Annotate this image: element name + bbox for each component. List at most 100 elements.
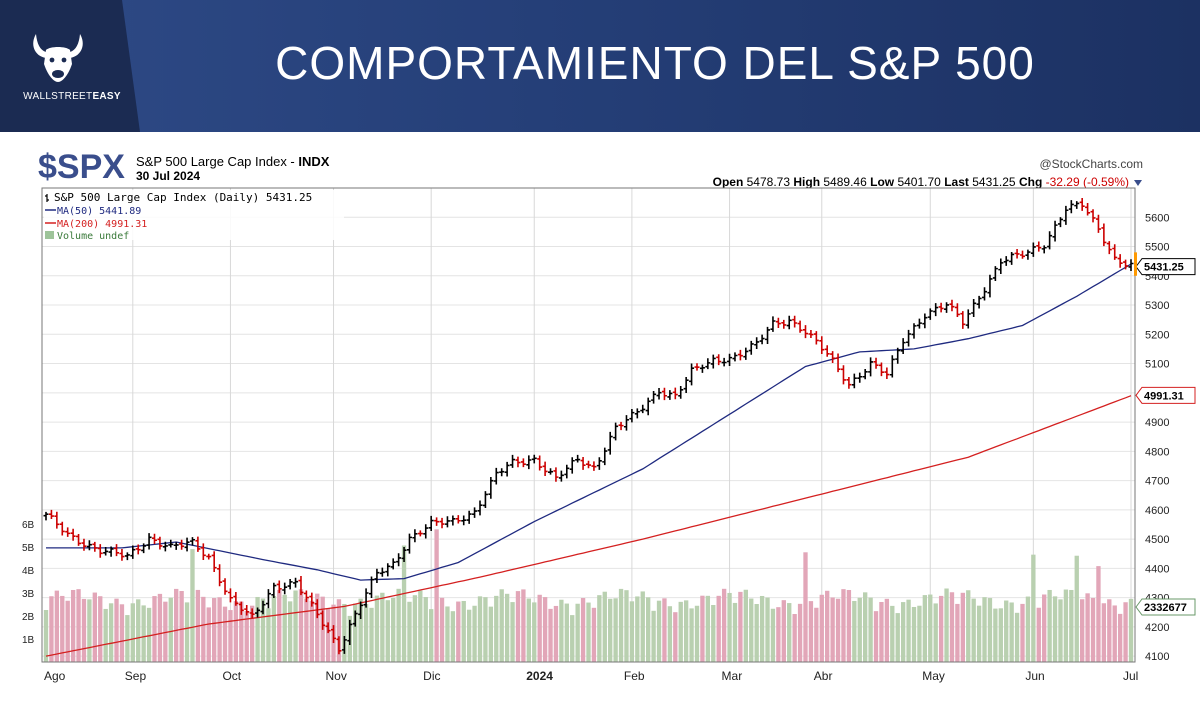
volume-bar bbox=[233, 601, 239, 662]
price-bar bbox=[992, 266, 998, 281]
price-bar bbox=[303, 590, 309, 603]
volume-bar bbox=[749, 598, 754, 662]
price-bar bbox=[510, 454, 516, 468]
price-bar bbox=[336, 636, 342, 655]
price-bar bbox=[857, 372, 863, 383]
y-tick-label: 5600 bbox=[1145, 212, 1169, 224]
page-title: COMPORTAMIENTO DEL S&P 500 bbox=[275, 37, 1035, 89]
symbol-ticker: $SPX bbox=[38, 148, 125, 186]
ma200-value-tag-label: 4991.31 bbox=[1144, 390, 1184, 402]
volume-bar bbox=[895, 613, 900, 662]
volume-bar bbox=[580, 598, 586, 662]
price-bar bbox=[1090, 209, 1096, 223]
volume-bar bbox=[1047, 589, 1052, 662]
price-bar bbox=[141, 543, 147, 554]
volume-bar bbox=[575, 603, 580, 662]
price-bar bbox=[602, 447, 608, 466]
price-bar bbox=[179, 539, 185, 550]
price-bar bbox=[184, 537, 190, 552]
price-bar bbox=[900, 338, 906, 355]
volume-bar bbox=[136, 599, 141, 662]
price-bar bbox=[450, 515, 456, 526]
volume-bar bbox=[944, 588, 949, 662]
volume-bar bbox=[92, 592, 97, 662]
y-tick-label: 4500 bbox=[1145, 534, 1169, 546]
price-bar bbox=[938, 302, 944, 313]
price-bar bbox=[211, 551, 217, 573]
price-bar bbox=[48, 509, 54, 520]
volume-bar bbox=[412, 595, 418, 662]
volume-bar bbox=[846, 590, 852, 662]
volume-bar bbox=[998, 608, 1003, 662]
price-bar bbox=[423, 524, 429, 539]
price-bar bbox=[542, 461, 548, 477]
price-bar bbox=[846, 376, 852, 389]
volume-bar bbox=[1128, 598, 1134, 662]
price-bar bbox=[135, 544, 141, 555]
price-bar bbox=[276, 580, 282, 594]
volume-bar bbox=[1074, 555, 1079, 662]
price-bar bbox=[1014, 248, 1020, 259]
volume-tick-label: 6B bbox=[22, 520, 35, 531]
volume-bar bbox=[65, 600, 70, 662]
price-bar bbox=[922, 313, 928, 329]
price-bar bbox=[461, 515, 467, 526]
x-tick-label: Dic bbox=[423, 669, 440, 683]
volume-bar bbox=[651, 610, 656, 662]
volume-bar bbox=[792, 614, 797, 662]
volume-bar bbox=[814, 607, 819, 662]
price-bar bbox=[596, 457, 602, 470]
volume-bar bbox=[743, 589, 748, 662]
price-bar bbox=[1052, 220, 1058, 242]
price-bar bbox=[320, 610, 326, 630]
price-bar bbox=[737, 349, 743, 361]
legend-bg bbox=[44, 190, 344, 240]
price-bar bbox=[152, 533, 157, 545]
price-bar bbox=[705, 358, 711, 370]
volume-value-tag: 2332677 bbox=[1135, 598, 1196, 616]
price-bar bbox=[868, 357, 874, 377]
volume-bar bbox=[542, 597, 548, 662]
volume-bar bbox=[949, 592, 955, 662]
x-tick-label: Jul bbox=[1123, 669, 1138, 683]
price-bar bbox=[1117, 254, 1123, 268]
price-bar bbox=[716, 354, 722, 366]
x-tick-label: Mar bbox=[722, 669, 743, 683]
price-bar bbox=[1123, 259, 1129, 270]
price-bar bbox=[819, 336, 825, 354]
x-tick-label: Jun bbox=[1025, 669, 1044, 683]
volume-bar bbox=[429, 609, 434, 662]
price-bar bbox=[1030, 242, 1036, 257]
volume-bar bbox=[1117, 613, 1123, 662]
last-price-tag: 5431.25 bbox=[1135, 258, 1196, 276]
high-label: High bbox=[793, 175, 820, 189]
x-tick-label: Ago bbox=[44, 669, 66, 683]
volume-bar bbox=[1069, 589, 1074, 662]
triangle-down-icon[interactable] bbox=[1134, 180, 1142, 186]
volume-bar bbox=[770, 608, 776, 662]
volume-bar bbox=[922, 595, 928, 662]
price-bar bbox=[255, 607, 261, 618]
volume-bar bbox=[635, 596, 640, 662]
volume-bar bbox=[548, 608, 553, 662]
volume-bar bbox=[705, 595, 711, 662]
volume-bar bbox=[1004, 600, 1009, 662]
volume-bar bbox=[613, 598, 618, 662]
price-bar bbox=[721, 357, 727, 367]
y-tick-label: 4100 bbox=[1145, 651, 1169, 663]
price-bar bbox=[1095, 214, 1101, 233]
price-bar bbox=[195, 536, 201, 552]
price-bar bbox=[119, 549, 125, 561]
price-bar bbox=[379, 567, 385, 577]
volume-bar bbox=[1052, 596, 1058, 662]
price-bar bbox=[314, 599, 320, 619]
volume-bar bbox=[477, 596, 483, 662]
price-bars-layer bbox=[43, 197, 1134, 655]
volume-bar bbox=[662, 598, 667, 662]
price-bar bbox=[754, 337, 760, 349]
volume-bar bbox=[249, 605, 255, 662]
volume-bar bbox=[738, 591, 743, 662]
price-bar bbox=[390, 558, 396, 570]
volume-bar bbox=[906, 599, 911, 662]
volume-bar bbox=[879, 601, 884, 662]
